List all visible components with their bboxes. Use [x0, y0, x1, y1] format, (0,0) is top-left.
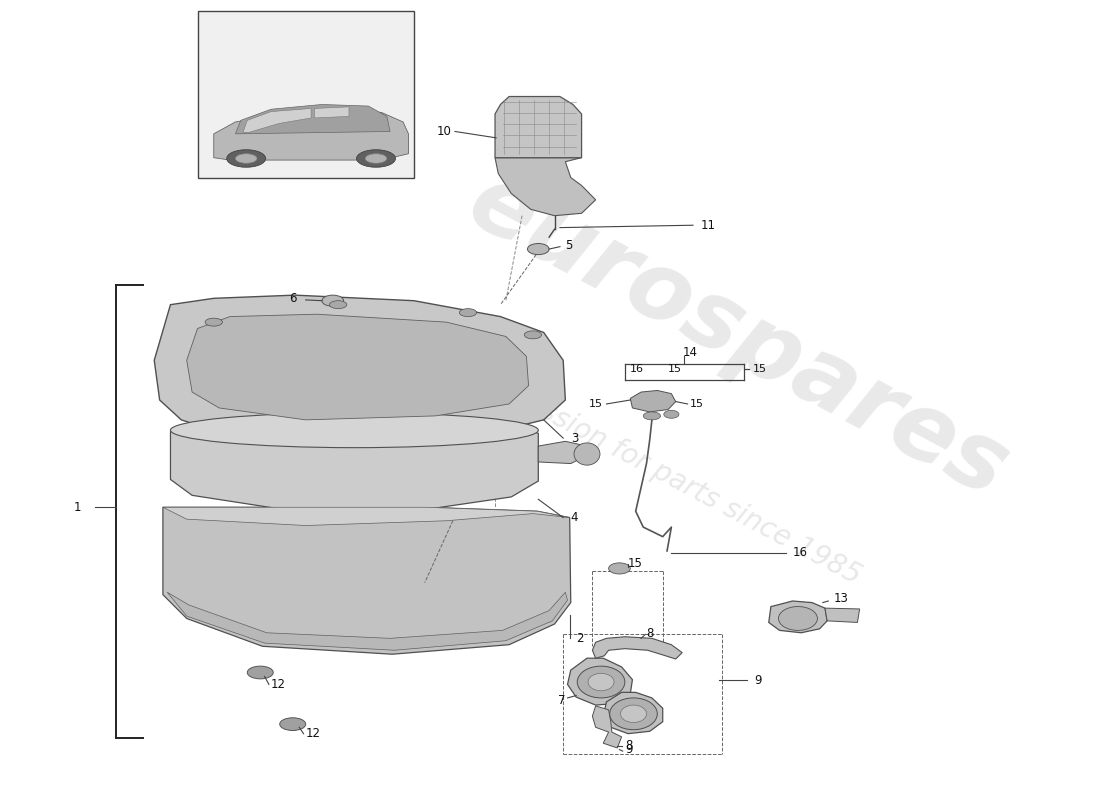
Polygon shape	[315, 107, 349, 118]
Polygon shape	[568, 658, 632, 705]
Ellipse shape	[588, 674, 614, 690]
Text: 2: 2	[576, 632, 584, 645]
Text: a passion for parts since 1985: a passion for parts since 1985	[482, 369, 866, 590]
Ellipse shape	[578, 666, 625, 698]
Polygon shape	[495, 97, 582, 158]
FancyBboxPatch shape	[198, 10, 414, 178]
Text: 13: 13	[834, 592, 848, 605]
Polygon shape	[170, 412, 538, 511]
Polygon shape	[243, 109, 311, 132]
Text: 10: 10	[437, 125, 452, 138]
Ellipse shape	[365, 154, 387, 163]
Polygon shape	[593, 706, 622, 748]
Ellipse shape	[356, 150, 396, 167]
Ellipse shape	[235, 154, 257, 163]
Polygon shape	[163, 507, 570, 526]
Ellipse shape	[574, 443, 600, 465]
Polygon shape	[187, 314, 529, 420]
Text: 16: 16	[630, 364, 645, 374]
Text: 9: 9	[625, 743, 632, 756]
Polygon shape	[630, 390, 675, 412]
Ellipse shape	[248, 666, 273, 679]
Polygon shape	[163, 507, 571, 654]
Polygon shape	[825, 608, 859, 622]
Ellipse shape	[460, 309, 476, 317]
Text: eurospares: eurospares	[453, 155, 1024, 518]
Polygon shape	[213, 110, 408, 160]
Polygon shape	[167, 592, 568, 650]
Ellipse shape	[170, 413, 538, 448]
Text: 3: 3	[571, 432, 579, 445]
Text: 16: 16	[792, 546, 807, 559]
Text: 15: 15	[628, 557, 643, 570]
Text: 6: 6	[289, 292, 297, 305]
Text: 15: 15	[668, 364, 682, 374]
Ellipse shape	[279, 718, 306, 730]
Text: 11: 11	[701, 218, 716, 232]
Text: 15: 15	[590, 399, 603, 409]
Ellipse shape	[528, 243, 549, 254]
Polygon shape	[769, 601, 827, 633]
Text: 12: 12	[271, 678, 286, 691]
Ellipse shape	[227, 150, 266, 167]
Ellipse shape	[609, 698, 658, 730]
Text: 5: 5	[565, 238, 573, 251]
Text: 1: 1	[74, 501, 80, 514]
Ellipse shape	[525, 331, 541, 339]
Ellipse shape	[322, 295, 343, 306]
Text: 15: 15	[690, 399, 704, 409]
Text: 7: 7	[558, 694, 565, 707]
Polygon shape	[538, 442, 587, 463]
Polygon shape	[495, 158, 595, 216]
Ellipse shape	[779, 606, 817, 630]
Text: 8: 8	[647, 627, 653, 640]
Text: 15: 15	[752, 364, 767, 374]
Ellipse shape	[205, 318, 222, 326]
Text: 14: 14	[682, 346, 697, 359]
Text: 9: 9	[755, 674, 762, 687]
Polygon shape	[154, 295, 565, 444]
Ellipse shape	[644, 412, 661, 420]
Polygon shape	[593, 637, 682, 659]
Text: 8: 8	[625, 739, 632, 752]
Ellipse shape	[330, 301, 346, 309]
Text: 4: 4	[571, 511, 579, 524]
Ellipse shape	[608, 563, 630, 574]
Text: 12: 12	[306, 727, 321, 740]
Polygon shape	[235, 105, 390, 134]
Ellipse shape	[620, 705, 647, 722]
Polygon shape	[603, 692, 662, 734]
Ellipse shape	[663, 410, 679, 418]
